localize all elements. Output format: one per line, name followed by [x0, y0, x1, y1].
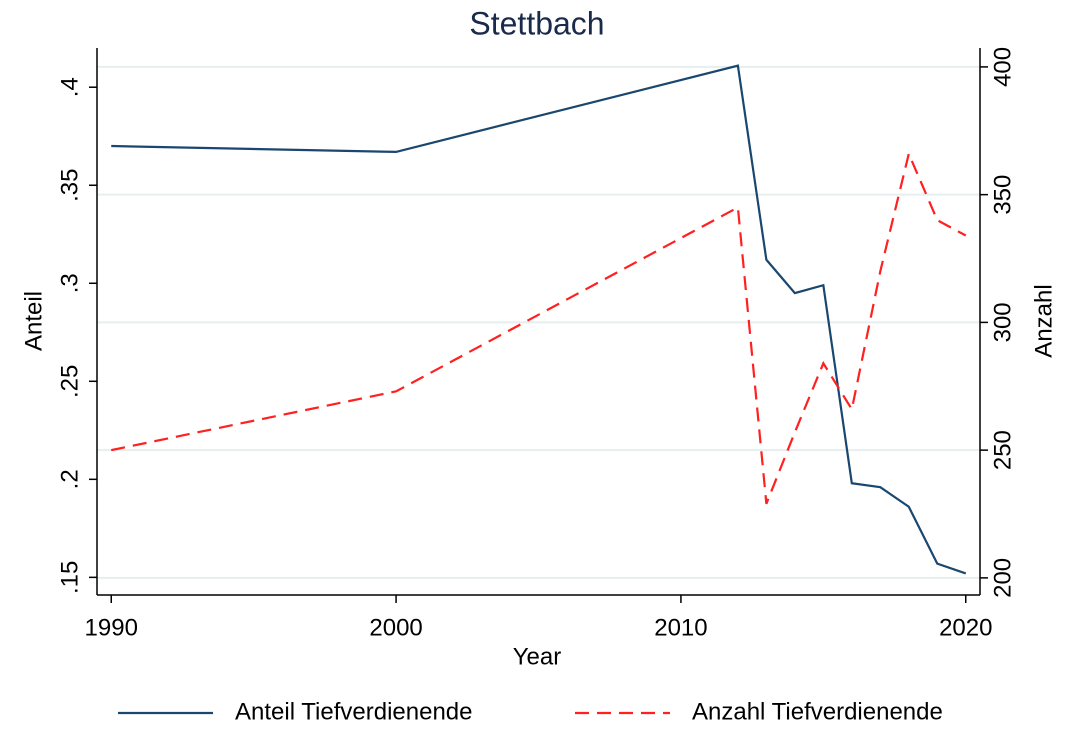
x-tick-label: 1990: [85, 614, 138, 641]
y2-tick-label: 200: [989, 558, 1016, 598]
x-tick-label: 2010: [654, 614, 707, 641]
y-tick-label: .25: [56, 365, 83, 398]
y-axis-title: Anteil: [20, 291, 47, 351]
legend-label: Anzahl Tiefverdienende: [692, 698, 943, 725]
y2-tick-label: 400: [989, 47, 1016, 87]
y2-tick-label: 250: [989, 430, 1016, 470]
x-axis-title: Year: [513, 643, 562, 670]
line-series: [111, 150, 967, 505]
x-tick-label: 2000: [369, 614, 422, 641]
y2-tick-label: 300: [989, 302, 1016, 342]
chart-title: Stettbach: [469, 5, 604, 41]
line-series: [111, 64, 967, 575]
legend-label: Anteil Tiefverdienende: [235, 698, 473, 725]
y-tick-label: .3: [56, 273, 83, 293]
y-tick-label: .35: [56, 169, 83, 202]
y2-axis-title: Anzahl: [1030, 284, 1057, 357]
y2-tick-label: 350: [989, 175, 1016, 215]
y-tick-label: .2: [56, 469, 83, 489]
y-tick-label: .4: [56, 77, 83, 97]
y-tick-label: .15: [56, 561, 83, 594]
x-tick-label: 2020: [939, 614, 992, 641]
